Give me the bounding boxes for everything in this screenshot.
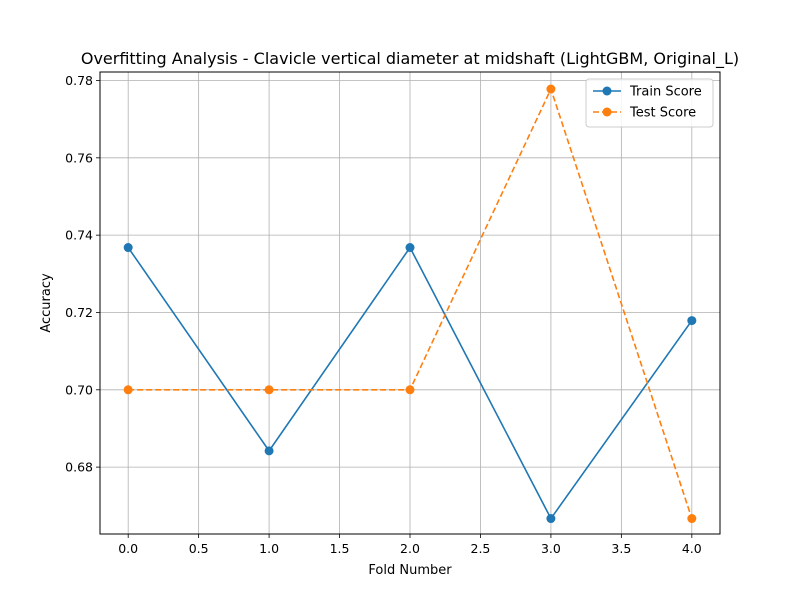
y-tick-label: 0.76 bbox=[65, 150, 93, 165]
y-axis-title: Accuracy bbox=[39, 273, 54, 333]
train-score-point bbox=[687, 316, 697, 326]
x-tick-label: 1.0 bbox=[259, 541, 279, 556]
test-score-point bbox=[405, 385, 415, 395]
train-score-point bbox=[405, 243, 415, 253]
train-score-point bbox=[123, 243, 133, 253]
legend: Train Score Test Score bbox=[585, 78, 714, 128]
legend-test-score-marker bbox=[602, 107, 612, 117]
x-tick-label: 3.5 bbox=[611, 541, 631, 556]
train-score-point bbox=[546, 514, 556, 524]
y-tick-label: 0.78 bbox=[65, 73, 93, 88]
legend-train-score-label: Train Score bbox=[629, 85, 702, 100]
x-tick-label: 2.0 bbox=[400, 541, 420, 556]
x-tick-label: 2.5 bbox=[471, 541, 491, 556]
test-score-point bbox=[687, 514, 697, 524]
test-score-series bbox=[123, 84, 697, 524]
x-tick-label: 4.0 bbox=[682, 541, 702, 556]
test-score-point bbox=[264, 385, 274, 395]
x-axis-title: Fold Number bbox=[368, 563, 452, 578]
legend-train-score-marker bbox=[602, 86, 612, 96]
x-axis-ticks: 0.0 0.5 1.0 1.5 2.0 2.5 3.0 3.5 4.0 bbox=[118, 534, 702, 556]
series-layer bbox=[123, 84, 697, 524]
test-score-point bbox=[546, 84, 556, 94]
x-tick-label: 0.5 bbox=[189, 541, 209, 556]
y-axis-ticks: 0.68 0.70 0.72 0.74 0.76 0.78 bbox=[65, 73, 100, 475]
x-tick-label: 3.0 bbox=[541, 541, 561, 556]
train-score-point bbox=[264, 446, 274, 456]
train-score-series bbox=[123, 243, 697, 524]
y-tick-label: 0.68 bbox=[65, 460, 93, 475]
y-tick-label: 0.74 bbox=[65, 228, 93, 243]
plot-frame bbox=[99, 71, 721, 535]
x-tick-label: 1.5 bbox=[330, 541, 350, 556]
chart-title: Overfitting Analysis - Clavicle vertical… bbox=[81, 49, 739, 69]
y-tick-label: 0.72 bbox=[65, 305, 93, 320]
x-tick-label: 0.0 bbox=[118, 541, 138, 556]
y-tick-label: 0.70 bbox=[65, 382, 93, 397]
legend-test-score-label: Test Score bbox=[629, 106, 696, 121]
test-score-point bbox=[123, 385, 133, 395]
